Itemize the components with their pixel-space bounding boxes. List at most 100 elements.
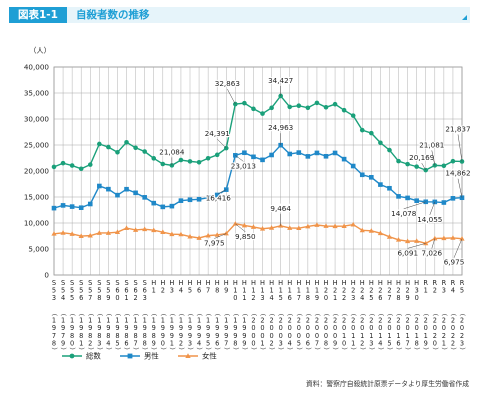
data-point-female	[423, 240, 429, 246]
x-tick-label-era: S	[143, 279, 147, 287]
x-tick-label-era: 2	[333, 287, 337, 295]
x-tick-label-year: 0	[70, 339, 74, 347]
x-tick-label-year: 0	[433, 339, 437, 347]
x-tick-label-era: H	[333, 279, 338, 287]
data-point-female	[123, 225, 130, 230]
x-tick-label-year: 5	[206, 339, 210, 347]
x-tick-label-year: 2	[460, 317, 464, 325]
x-tick-label-year: （	[449, 310, 456, 316]
x-tick-label-year: ）	[385, 347, 392, 353]
data-label-female: 7,026	[422, 248, 443, 257]
x-tick-label-era: H	[269, 279, 274, 287]
x-tick-label-year: 8	[79, 332, 83, 340]
data-point-female	[151, 227, 157, 233]
x-tick-label-year: 0	[260, 324, 264, 332]
x-tick-label-era: 1	[333, 294, 337, 302]
x-tick-label-era: H	[378, 279, 383, 287]
x-tick-label-year: 0	[396, 324, 400, 332]
x-tick-label-year: 0	[269, 324, 273, 332]
x-tick-label-year: 9	[61, 339, 65, 347]
x-tick-label-year: （	[440, 310, 447, 316]
data-point-male	[214, 192, 220, 198]
x-tick-label-era: H	[305, 279, 310, 287]
x-tick-label-era: 5	[70, 287, 74, 295]
x-tick-label-era: H	[233, 279, 238, 287]
x-tick-label-year: ）	[50, 347, 57, 353]
x-tick-label-year: ）	[195, 347, 202, 353]
x-tick-label-year: 9	[133, 324, 137, 332]
x-tick-label-year: 3	[188, 339, 192, 347]
annotation-leader	[407, 243, 426, 249]
data-point-total	[341, 107, 347, 113]
x-tick-label-era: H	[296, 279, 301, 287]
data-point-female	[432, 235, 438, 241]
x-tick-label-year: 9	[179, 324, 183, 332]
x-tick-label-era: 6	[288, 294, 292, 302]
x-tick-label-era: 0	[324, 294, 328, 302]
x-tick-label-era: 8	[396, 294, 400, 302]
x-tick-label-era: 5	[52, 287, 56, 295]
x-tick-label-year: ）	[322, 347, 329, 353]
x-tick-label-year: 2	[442, 317, 446, 325]
x-tick-label-era: 5	[188, 287, 192, 295]
data-label-total: 34,427	[268, 76, 293, 85]
x-tick-label-year: 9	[161, 332, 165, 340]
x-tick-label-era: H	[369, 279, 374, 287]
x-tick-label-era: R	[442, 279, 447, 287]
x-tick-label-era: 7	[297, 294, 301, 302]
x-tick-label-year: 0	[269, 332, 273, 340]
x-tick-label-year: （	[286, 310, 293, 316]
data-point-total	[332, 101, 338, 107]
x-tick-label-era: 6	[79, 294, 83, 302]
data-point-total	[305, 105, 311, 111]
x-tick-label-year: 0	[324, 332, 328, 340]
x-tick-label-era: 3	[143, 294, 147, 302]
x-tick-label-year: 1	[215, 317, 219, 325]
x-tick-label-era: 2	[433, 287, 437, 295]
data-label-female: 7,975	[204, 239, 225, 248]
x-tick-label-year: 0	[360, 324, 364, 332]
x-tick-label-era: 2	[133, 294, 137, 302]
data-point-male	[314, 150, 320, 156]
x-tick-label-era: 2	[342, 294, 346, 302]
data-point-total	[251, 106, 256, 112]
x-tick-label-era: 2	[369, 287, 373, 295]
x-tick-label-year: 8	[52, 339, 56, 347]
x-tick-label-year: 1	[70, 317, 74, 325]
data-label-total: 21,084	[159, 147, 185, 156]
x-tick-label-year: 1	[360, 332, 364, 340]
x-tick-label-year: （	[277, 310, 284, 316]
x-tick-label-year: 1	[88, 317, 92, 325]
x-tick-label-year: 0	[251, 324, 255, 332]
x-tick-label-year: 8	[152, 332, 156, 340]
x-tick-label-year: 1	[351, 339, 355, 347]
x-tick-label-year: ）	[186, 347, 193, 353]
data-label-male: 14,055	[417, 215, 442, 224]
x-tick-label-era: 8	[97, 294, 101, 302]
data-point-male	[269, 152, 274, 158]
data-point-female	[60, 230, 66, 235]
x-tick-label-era: 5	[106, 287, 110, 295]
data-point-total	[260, 111, 265, 116]
data-point-total	[115, 149, 120, 155]
x-tick-label-year: 2	[88, 339, 92, 347]
x-tick-label-year: （	[349, 310, 356, 316]
data-point-male	[196, 196, 202, 202]
x-tick-label-year: 1	[52, 317, 56, 325]
data-point-female	[259, 226, 266, 231]
x-tick-label-year: 1	[387, 332, 391, 340]
x-tick-label-year: ）	[277, 347, 284, 353]
x-tick-label-year: 9	[206, 324, 210, 332]
y-tick-label: 10,000	[24, 219, 50, 228]
x-tick-label-year: （	[376, 310, 383, 316]
data-point-female	[377, 230, 383, 236]
x-tick-label-year: 9	[242, 339, 246, 347]
x-tick-label-year: 9	[70, 324, 74, 332]
data-point-female	[187, 233, 193, 239]
x-tick-label-era: 2	[351, 287, 355, 295]
data-point-total	[323, 105, 329, 110]
data-label-total: 21,837	[445, 124, 470, 133]
data-point-male	[450, 196, 456, 201]
legend-label-female: 女性	[202, 352, 217, 361]
x-tick-label-year: 0	[415, 324, 419, 332]
